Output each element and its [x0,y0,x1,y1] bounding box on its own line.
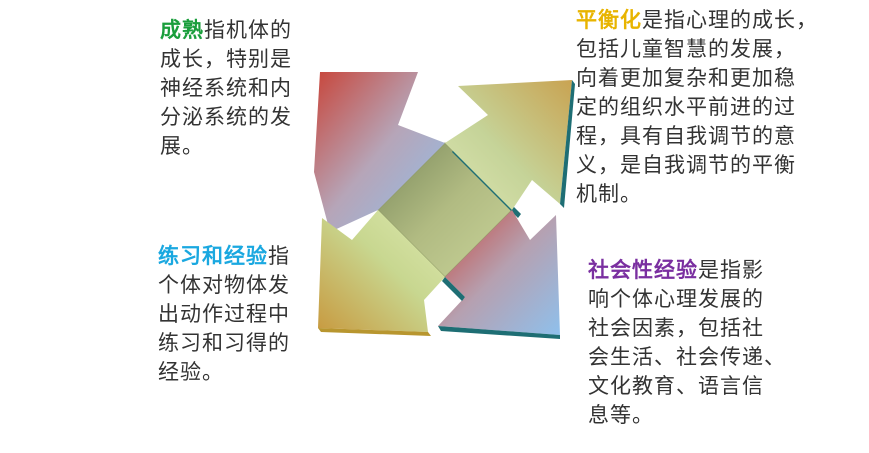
equilibration-line-7: 机制。 [576,182,642,206]
maturation-line-2: 成长，特别是 [160,47,292,71]
arrow-bottom-right [438,210,560,339]
social-line-3: 社会因素，包括社 [588,316,764,340]
experience-line-3: 出动作过程中 [158,302,290,326]
social-line-1: 社会性经验是指影 [588,258,764,282]
arrow-top-right [445,80,575,218]
experience-line-2: 个体对物体发 [158,273,290,297]
maturation-text: 成熟指机体的 成长，特别是 神经系统和内 分泌系统的发 展。 [160,16,292,161]
arrow-top-left [314,72,445,232]
equilibration-line-5: 程，具有自我调节的意 [576,124,796,148]
arrow-bottom-left [318,210,445,336]
equilibration-line-2: 包括儿童智慧的发展， [576,37,796,61]
equilibration-text: 平衡化是指心理的成长， 包括儿童智慧的发展， 向着更加复杂和更加稳 定的组织水平… [576,6,818,209]
equilibration-line-4: 定的组织水平前进的过 [576,95,796,119]
maturation-line-1: 成熟指机体的 [160,18,292,42]
social-line-4: 会生活、社会传递、 [588,345,786,369]
equilibration-line-1: 平衡化是指心理的成长， [576,8,818,32]
equilibration-line-6: 义，是自我调节的平衡 [576,153,796,177]
experience-line-4: 练习和习得的 [158,331,290,355]
experience-line-1: 练习和经验指 [158,244,290,268]
social-line-6: 息等。 [588,403,654,427]
maturation-keyword: 成熟 [160,18,204,42]
maturation-line-5: 展。 [160,134,204,158]
maturation-line-4: 分泌系统的发 [160,105,292,129]
social-line-2: 响个体心理发展的 [588,287,764,311]
social-line-5: 文化教育、语言信 [588,374,764,398]
maturation-line-3: 神经系统和内 [160,76,292,100]
experience-text: 练习和经验指 个体对物体发 出动作过程中 练习和习得的 经验。 [158,242,290,387]
equilibration-keyword: 平衡化 [576,8,642,32]
social-keyword: 社会性经验 [588,258,698,282]
equilibration-line-3: 向着更加复杂和更加稳 [576,66,796,90]
experience-keyword: 练习和经验 [158,244,268,268]
experience-line-5: 经验。 [158,360,224,384]
social-text: 社会性经验是指影 响个体心理发展的 社会因素，包括社 会生活、社会传递、 文化教… [588,256,786,430]
